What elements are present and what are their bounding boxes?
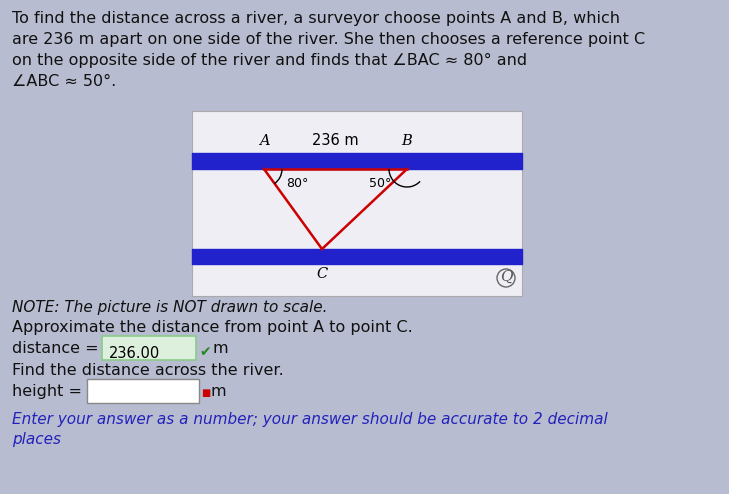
Text: Approximate the distance from point A to point C.: Approximate the distance from point A to… [12, 320, 413, 335]
Text: height =: height = [12, 384, 82, 399]
Text: ∠ABC ≈ 50°.: ∠ABC ≈ 50°. [12, 74, 116, 89]
Text: places: places [12, 432, 61, 447]
Text: on the opposite side of the river and finds that ∠BAC ≈ 80° and: on the opposite side of the river and fi… [12, 53, 527, 68]
Text: 236 m: 236 m [312, 133, 359, 148]
Text: NOTE: The picture is NOT drawn to scale.: NOTE: The picture is NOT drawn to scale. [12, 300, 327, 315]
Text: 236.00: 236.00 [109, 346, 160, 361]
Text: A: A [259, 134, 269, 148]
Text: Find the distance across the river.: Find the distance across the river. [12, 363, 284, 378]
Text: C: C [316, 267, 327, 281]
Text: are 236 m apart on one side of the river. She then chooses a reference point C: are 236 m apart on one side of the river… [12, 32, 645, 47]
Text: 50°: 50° [369, 177, 391, 190]
Text: Enter your answer as a number; your answer should be accurate to 2 decimal: Enter your answer as a number; your answ… [12, 412, 608, 427]
FancyBboxPatch shape [102, 336, 196, 360]
Text: 80°: 80° [286, 177, 308, 190]
Text: B: B [402, 134, 413, 148]
FancyBboxPatch shape [192, 111, 522, 296]
Text: m: m [213, 341, 229, 356]
Text: To find the distance across a river, a surveyor choose points A and B, which: To find the distance across a river, a s… [12, 11, 620, 26]
Text: m: m [211, 384, 227, 399]
FancyBboxPatch shape [87, 379, 199, 403]
Text: Q: Q [500, 270, 512, 284]
Text: distance =: distance = [12, 341, 98, 356]
Text: ■: ■ [201, 388, 210, 398]
Text: ✔: ✔ [199, 345, 211, 359]
